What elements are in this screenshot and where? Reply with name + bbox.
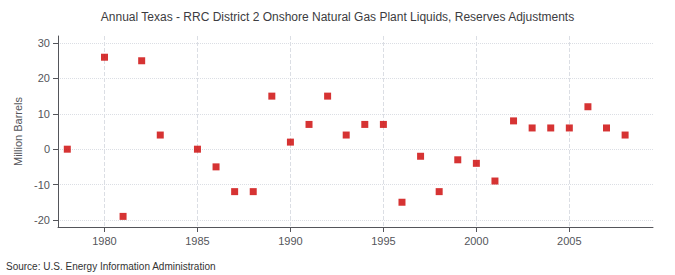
svg-text:2005: 2005: [557, 235, 581, 247]
svg-text:Source: U.S. Energy Informatio: Source: U.S. Energy Information Administ…: [6, 261, 216, 272]
svg-text:Million Barrels: Million Barrels: [12, 96, 24, 166]
svg-text:1990: 1990: [278, 235, 302, 247]
svg-text:1985: 1985: [185, 235, 209, 247]
svg-text:10: 10: [38, 108, 50, 120]
svg-text:0: 0: [44, 143, 50, 155]
svg-text:1995: 1995: [371, 235, 395, 247]
svg-text:Annual Texas - RRC District 2: Annual Texas - RRC District 2 Onshore Na…: [101, 10, 574, 24]
svg-text:30: 30: [38, 37, 50, 49]
svg-text:2000: 2000: [464, 235, 488, 247]
svg-text:-10: -10: [34, 179, 50, 191]
svg-text:20: 20: [38, 72, 50, 84]
svg-text:-20: -20: [34, 214, 50, 226]
svg-text:1980: 1980: [92, 235, 116, 247]
